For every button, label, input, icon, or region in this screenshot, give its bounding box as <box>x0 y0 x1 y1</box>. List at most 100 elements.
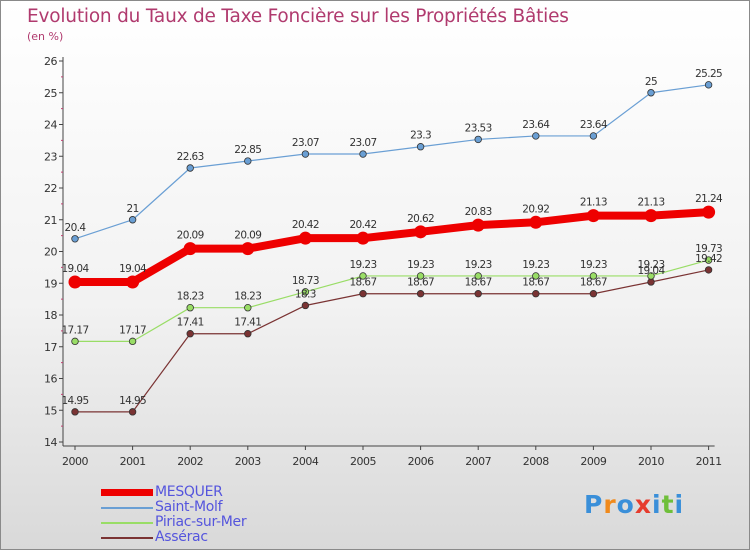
data-label: 14.95 <box>61 395 88 407</box>
data-point <box>704 266 713 274</box>
data-point <box>647 272 655 280</box>
data-point <box>126 275 140 289</box>
data-label: 20.4 <box>65 222 87 234</box>
x-tick-label: 2004 <box>292 455 318 468</box>
data-point <box>529 215 543 229</box>
data-point <box>241 242 255 256</box>
data-point <box>647 278 655 286</box>
y-tick-label: 21 <box>44 214 57 227</box>
data-point <box>589 132 598 140</box>
x-tick-label: 2010 <box>638 455 664 468</box>
data-label: 20.09 <box>177 230 204 242</box>
data-point <box>244 330 252 338</box>
y-tick-label: 17 <box>44 341 57 354</box>
legend-swatch-piriac-sur-mer <box>101 522 153 524</box>
x-tick-label: 2008 <box>523 455 549 468</box>
data-label: 23.07 <box>292 137 319 149</box>
data-point <box>183 242 197 256</box>
data-point <box>589 272 598 280</box>
data-label: 25 <box>645 76 657 88</box>
data-label: 18.3 <box>295 288 316 300</box>
data-point <box>532 272 540 280</box>
legend-item-piriac-sur-mer: Piriac-sur-Mer <box>101 514 301 530</box>
x-tick-label: 2006 <box>408 455 434 468</box>
x-tick-label: 2005 <box>350 455 376 468</box>
data-point <box>128 408 137 416</box>
data-label: 20.62 <box>407 213 434 225</box>
data-point <box>474 290 482 298</box>
y-tick-label: 18 <box>44 309 57 322</box>
series-line <box>74 84 709 240</box>
data-label: 17.17 <box>61 324 88 336</box>
data-point <box>586 209 600 223</box>
proxiti-logo: Proxiti <box>584 490 684 519</box>
logo-letter: t <box>661 490 675 519</box>
data-label: 18.23 <box>177 291 204 303</box>
data-label: 19.04 <box>637 265 665 277</box>
data-label: 17.41 <box>234 317 261 329</box>
y-tick-label: 15 <box>44 404 57 417</box>
data-point <box>68 275 82 289</box>
data-label: 23.64 <box>580 119 608 131</box>
legend-item-asserac: Assérac <box>101 529 301 545</box>
data-point <box>416 290 425 298</box>
data-point <box>704 256 713 264</box>
legend: MESQUER Saint-Molf Piriac-sur-Mer Asséra… <box>101 484 301 545</box>
data-label: 20.42 <box>349 219 376 231</box>
data-point <box>128 337 137 346</box>
x-tick-label: 2000 <box>62 455 88 468</box>
data-label: 18.67 <box>349 277 376 289</box>
x-tick-label: 2003 <box>235 455 261 468</box>
y-tick-label: 19 <box>44 277 57 290</box>
data-label: 17.41 <box>177 317 204 329</box>
data-label: 21 <box>127 203 139 215</box>
y-tick-label: 26 <box>44 55 57 68</box>
x-tick-label: 2001 <box>120 455 146 468</box>
data-point <box>298 231 312 245</box>
logo-letter: P <box>584 490 604 519</box>
data-label: 19.42 <box>695 253 722 265</box>
data-labels: 19.04 19.04 20.09 20.09 20.42 20.42 20.62 20.83… <box>61 68 723 407</box>
series-line <box>75 259 709 342</box>
data-label: 19.23 <box>465 259 492 271</box>
data-point <box>186 164 194 172</box>
series-line <box>75 208 709 286</box>
y-tick-label: 16 <box>44 373 57 386</box>
data-point <box>532 290 540 298</box>
data-point <box>244 303 252 312</box>
legend-label-mesquer: MESQUER <box>155 484 223 500</box>
data-label: 25.25 <box>695 68 722 80</box>
y-tick-label: 23 <box>44 150 57 163</box>
data-label: 18.67 <box>580 277 607 289</box>
data-point <box>359 150 367 158</box>
data-label: 21.13 <box>580 197 607 209</box>
unit-label: (en %) <box>27 30 64 43</box>
data-point <box>704 81 713 89</box>
data-label: 18.67 <box>522 277 549 289</box>
data-point <box>416 143 425 151</box>
data-label: 19.73 <box>695 243 722 255</box>
data-label: 21.24 <box>695 193 723 205</box>
data-label: 20.92 <box>522 203 549 215</box>
data-point <box>186 303 194 312</box>
data-label: 23.53 <box>465 122 492 134</box>
data-label: 20.83 <box>465 206 492 218</box>
legend-swatch-saint-molf <box>101 507 153 509</box>
data-label: 20.42 <box>292 219 319 231</box>
data-point <box>414 225 428 239</box>
data-label: 19.23 <box>349 259 376 271</box>
data-label: 18.23 <box>234 291 261 303</box>
data-point <box>186 330 194 338</box>
legend-swatch-asserac <box>101 537 153 539</box>
data-point <box>301 288 310 296</box>
logo-letter: i <box>652 490 662 519</box>
data-label: 19.04 <box>119 263 147 275</box>
data-point <box>359 290 367 298</box>
data-point <box>71 235 79 243</box>
data-point <box>474 135 482 144</box>
data-point <box>702 205 716 219</box>
data-label: 23.07 <box>349 137 376 149</box>
data-point <box>71 408 79 416</box>
